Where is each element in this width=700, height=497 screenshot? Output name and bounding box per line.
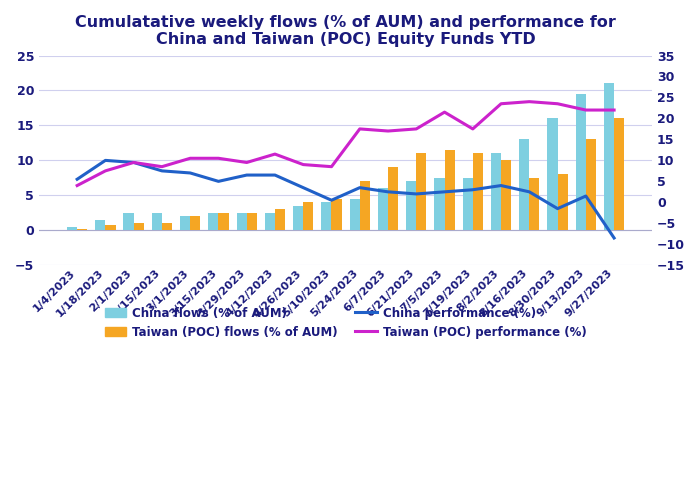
Bar bbox=[529, 178, 540, 230]
Line: Taiwan (POC) performance (%): Taiwan (POC) performance (%) bbox=[77, 102, 614, 185]
Taiwan (POC) performance (%) bbox=[242, 160, 251, 166]
Bar bbox=[303, 202, 314, 230]
Taiwan (POC) performance (%) bbox=[356, 126, 364, 132]
Taiwan (POC) performance (%) bbox=[497, 101, 505, 107]
Taiwan (POC) performance (%) bbox=[158, 164, 166, 169]
Bar bbox=[77, 229, 88, 230]
Taiwan (POC) performance (%) bbox=[412, 126, 421, 132]
Taiwan (POC) performance (%) bbox=[271, 151, 279, 157]
Bar bbox=[275, 209, 285, 230]
Bar bbox=[95, 220, 106, 230]
Bar bbox=[360, 181, 370, 230]
Taiwan (POC) performance (%) bbox=[554, 101, 562, 107]
China performance (%) bbox=[242, 172, 251, 178]
China performance (%) bbox=[384, 189, 392, 195]
Bar bbox=[134, 223, 143, 230]
China performance (%) bbox=[497, 182, 505, 188]
Taiwan (POC) performance (%) bbox=[440, 109, 449, 115]
Taiwan (POC) performance (%) bbox=[525, 99, 533, 105]
Bar bbox=[388, 167, 398, 230]
Line: China performance (%): China performance (%) bbox=[77, 161, 614, 238]
China performance (%) bbox=[102, 158, 110, 164]
China performance (%) bbox=[130, 160, 138, 166]
China performance (%) bbox=[582, 193, 590, 199]
Taiwan (POC) performance (%) bbox=[214, 155, 223, 161]
Bar bbox=[293, 206, 303, 230]
Taiwan (POC) performance (%) bbox=[582, 107, 590, 113]
Bar bbox=[349, 199, 360, 230]
Bar bbox=[575, 94, 586, 230]
Bar bbox=[237, 213, 246, 230]
Bar bbox=[463, 178, 473, 230]
Bar bbox=[444, 150, 455, 230]
Bar bbox=[332, 199, 342, 230]
China performance (%) bbox=[186, 170, 195, 176]
Bar bbox=[180, 216, 190, 230]
Taiwan (POC) performance (%) bbox=[328, 164, 336, 169]
Bar bbox=[435, 178, 444, 230]
China performance (%) bbox=[328, 197, 336, 203]
China performance (%) bbox=[440, 189, 449, 195]
China performance (%) bbox=[299, 185, 307, 191]
Bar bbox=[378, 188, 388, 230]
Bar bbox=[190, 216, 200, 230]
Bar bbox=[152, 213, 162, 230]
Bar bbox=[558, 174, 568, 230]
China performance (%) bbox=[73, 176, 81, 182]
Bar bbox=[604, 83, 614, 230]
Bar bbox=[67, 227, 77, 230]
Taiwan (POC) performance (%) bbox=[610, 107, 618, 113]
China performance (%) bbox=[356, 185, 364, 191]
Bar bbox=[586, 139, 596, 230]
China performance (%) bbox=[610, 235, 618, 241]
Bar bbox=[162, 223, 172, 230]
China performance (%) bbox=[412, 191, 421, 197]
Bar bbox=[209, 213, 218, 230]
Bar bbox=[106, 225, 116, 230]
Taiwan (POC) performance (%) bbox=[299, 162, 307, 167]
Title: Cumulatative weekly flows (% of AUM) and performance for
China and Taiwan (POC) : Cumulatative weekly flows (% of AUM) and… bbox=[75, 15, 616, 47]
Taiwan (POC) performance (%) bbox=[384, 128, 392, 134]
Taiwan (POC) performance (%) bbox=[468, 126, 477, 132]
Bar bbox=[218, 213, 229, 230]
Bar bbox=[547, 118, 558, 230]
Taiwan (POC) performance (%) bbox=[73, 182, 81, 188]
Bar bbox=[473, 154, 483, 230]
Taiwan (POC) performance (%) bbox=[130, 160, 138, 166]
Bar bbox=[265, 213, 275, 230]
Bar bbox=[246, 213, 257, 230]
Taiwan (POC) performance (%) bbox=[102, 168, 110, 174]
Bar bbox=[123, 213, 134, 230]
Bar bbox=[491, 154, 501, 230]
China performance (%) bbox=[271, 172, 279, 178]
Bar bbox=[614, 118, 624, 230]
Legend: China flows (% of AUM), Taiwan (POC) flows (% of AUM), China performance (%), Ta: China flows (% of AUM), Taiwan (POC) flo… bbox=[100, 302, 591, 343]
Bar bbox=[416, 154, 426, 230]
China performance (%) bbox=[214, 178, 223, 184]
Bar bbox=[501, 161, 511, 230]
China performance (%) bbox=[525, 189, 533, 195]
Taiwan (POC) performance (%) bbox=[186, 155, 195, 161]
China performance (%) bbox=[158, 168, 166, 174]
China performance (%) bbox=[554, 206, 562, 212]
Bar bbox=[321, 202, 332, 230]
Bar bbox=[519, 139, 529, 230]
China performance (%) bbox=[468, 187, 477, 193]
Bar bbox=[406, 181, 416, 230]
